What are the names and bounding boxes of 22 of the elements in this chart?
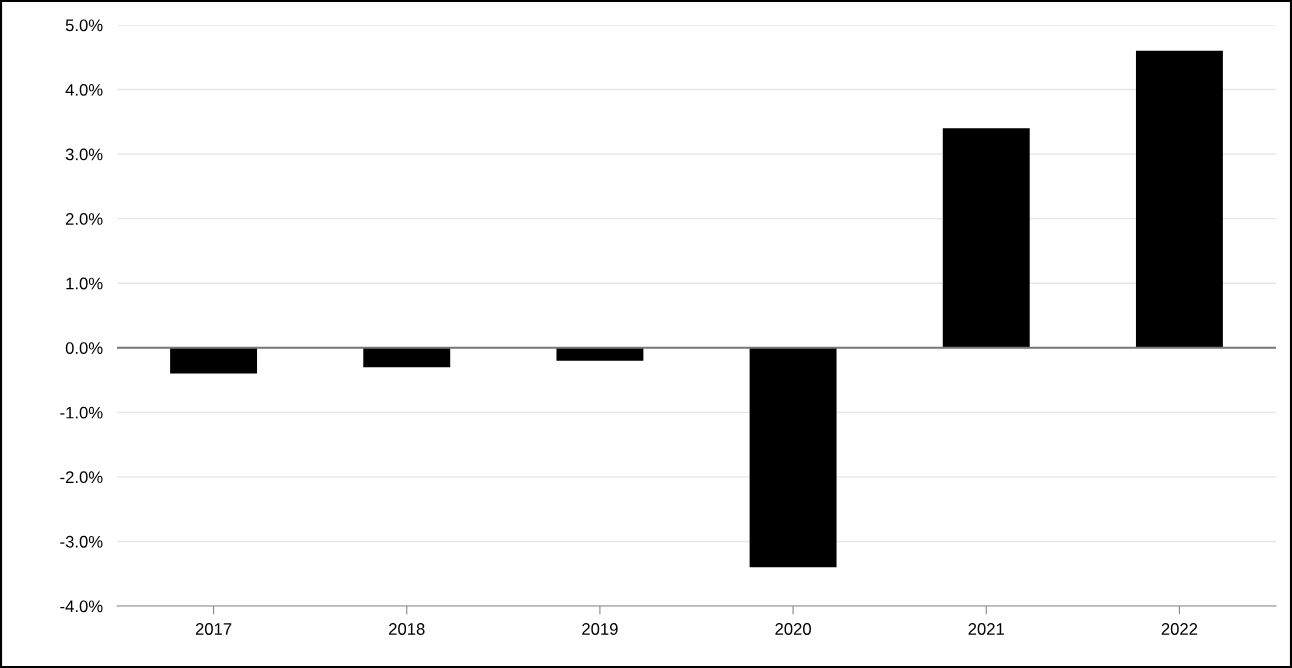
y-tick-label: 0.0% (65, 342, 103, 354)
bar (1135, 50, 1223, 348)
bar (942, 128, 1030, 348)
x-tick-label: 2020 (775, 623, 811, 635)
y-tick-label: 1.0% (66, 277, 103, 290)
x-tick-label: 2021 (968, 623, 1004, 635)
bar (170, 347, 258, 374)
y-tick-label: -3.0% (60, 535, 103, 548)
x-tick-label: 2018 (389, 623, 425, 635)
x-tick-label: 2017 (195, 623, 232, 635)
y-tick-label: 2.0% (65, 213, 103, 225)
bar (556, 347, 644, 361)
y-tick-label: 3.0% (65, 148, 103, 161)
y-tick-label: -4.0% (60, 600, 103, 613)
bar (749, 347, 837, 568)
y-tick-label: -1.0% (60, 406, 103, 419)
y-tick-label: 5.0% (65, 19, 103, 32)
x-tick-label: 2022 (1161, 623, 1198, 635)
y-tick-label: 4.0% (65, 83, 103, 96)
y-tick-label: -2.0% (60, 471, 103, 484)
x-tick-label: 2019 (582, 623, 618, 635)
bar (363, 347, 451, 368)
